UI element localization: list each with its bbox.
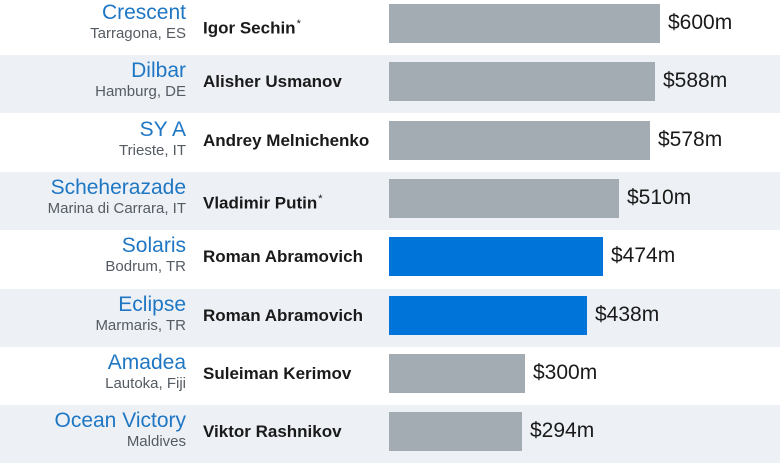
value-bar — [389, 62, 655, 102]
value-bar — [389, 120, 650, 160]
value-label: $294m — [530, 419, 595, 443]
value-bar — [389, 295, 587, 335]
owner-label: Viktor Rashnikov — [203, 421, 342, 443]
yacht-name-label: Amadea — [107, 350, 186, 374]
owner-label: Andrey Melnichenko — [203, 130, 369, 152]
yacht-location-label: Lautoka, Fiji — [105, 374, 186, 392]
value-label: $588m — [663, 69, 728, 93]
owner-footnote-mark: * — [296, 18, 301, 30]
chart-row: Eclipse Marmaris, TR Roman Abramovich $438m — [0, 288, 780, 347]
owner-label: Roman Abramovich — [203, 246, 363, 268]
yacht-name-label: Eclipse — [118, 292, 186, 316]
owner-label: Roman Abramovich — [203, 305, 363, 327]
owner-name: Alisher Usmanov — [203, 72, 342, 92]
owner-label: Suleiman Kerimov — [203, 363, 351, 385]
value-label: $578m — [658, 127, 723, 151]
value-label: $600m — [668, 11, 733, 34]
yacht-location-label: Marina di Carrara, IT — [47, 199, 186, 217]
yacht-location-label: Hamburg, DE — [95, 83, 186, 101]
owner-name: Igor Sechin — [203, 18, 296, 38]
yacht-location-label: Marmaris, TR — [95, 316, 186, 334]
owner-footnote-mark: * — [318, 192, 323, 205]
value-bar — [389, 412, 522, 452]
yacht-name-label: Crescent — [101, 1, 186, 24]
value-bar — [389, 353, 525, 393]
yacht-location-label: Tarragona, ES — [90, 25, 186, 42]
yacht-name-label: Ocean Victory — [54, 409, 186, 433]
yacht-name-label: Dilbar — [131, 59, 186, 83]
owner-name: Roman Abramovich — [203, 247, 363, 267]
owner-label: Igor Sechin* — [203, 13, 301, 40]
value-label: $474m — [611, 244, 676, 268]
yacht-name-label: Solaris — [121, 234, 186, 258]
value-label: $438m — [595, 302, 660, 326]
owner-name: Viktor Rashnikov — [203, 422, 342, 442]
owner-name: Suleiman Kerimov — [203, 363, 352, 383]
chart-row: Ocean Victory Maldives Viktor Rashnikov $29… — [0, 405, 780, 464]
chart-row: Crescent Tarragona, ES Igor Sechin* $600m — [0, 0, 780, 55]
yacht-location-label: Maldives — [126, 433, 186, 451]
yacht-location-label: Trieste, IT — [119, 141, 186, 159]
chart-row: Amadea Lautoka, Fiji Suleiman Kerimov $300m — [0, 347, 780, 405]
value-bar — [389, 4, 660, 43]
owner-label: Alisher Usmanov — [203, 71, 342, 93]
chart-row: Dilbar Hamburg, DE Alisher Usmanov $588m — [0, 55, 780, 114]
chart-row: Scheherazade Marina di Carrara, IT Vladimi… — [0, 171, 780, 230]
chart-row: SY A Trieste, IT Andrey Melnichenko $578m — [0, 114, 780, 172]
value-label: $510m — [627, 185, 692, 209]
chart-row: Solaris Bodrum, TR Roman Abramovich $474m — [0, 230, 780, 288]
owner-label: Vladimir Putin* — [203, 188, 323, 215]
value-bar — [389, 237, 603, 277]
owner-name: Vladimir Putin — [203, 193, 318, 213]
owner-name: Roman Abramovich — [203, 305, 363, 325]
yacht-location-label: Bodrum, TR — [105, 258, 186, 276]
yacht-name-label: SY A — [139, 117, 186, 141]
value-bar — [389, 178, 619, 218]
value-label: $300m — [533, 360, 598, 384]
yacht-name-label: Scheherazade — [50, 175, 186, 199]
owner-name: Andrey Melnichenko — [203, 130, 370, 150]
